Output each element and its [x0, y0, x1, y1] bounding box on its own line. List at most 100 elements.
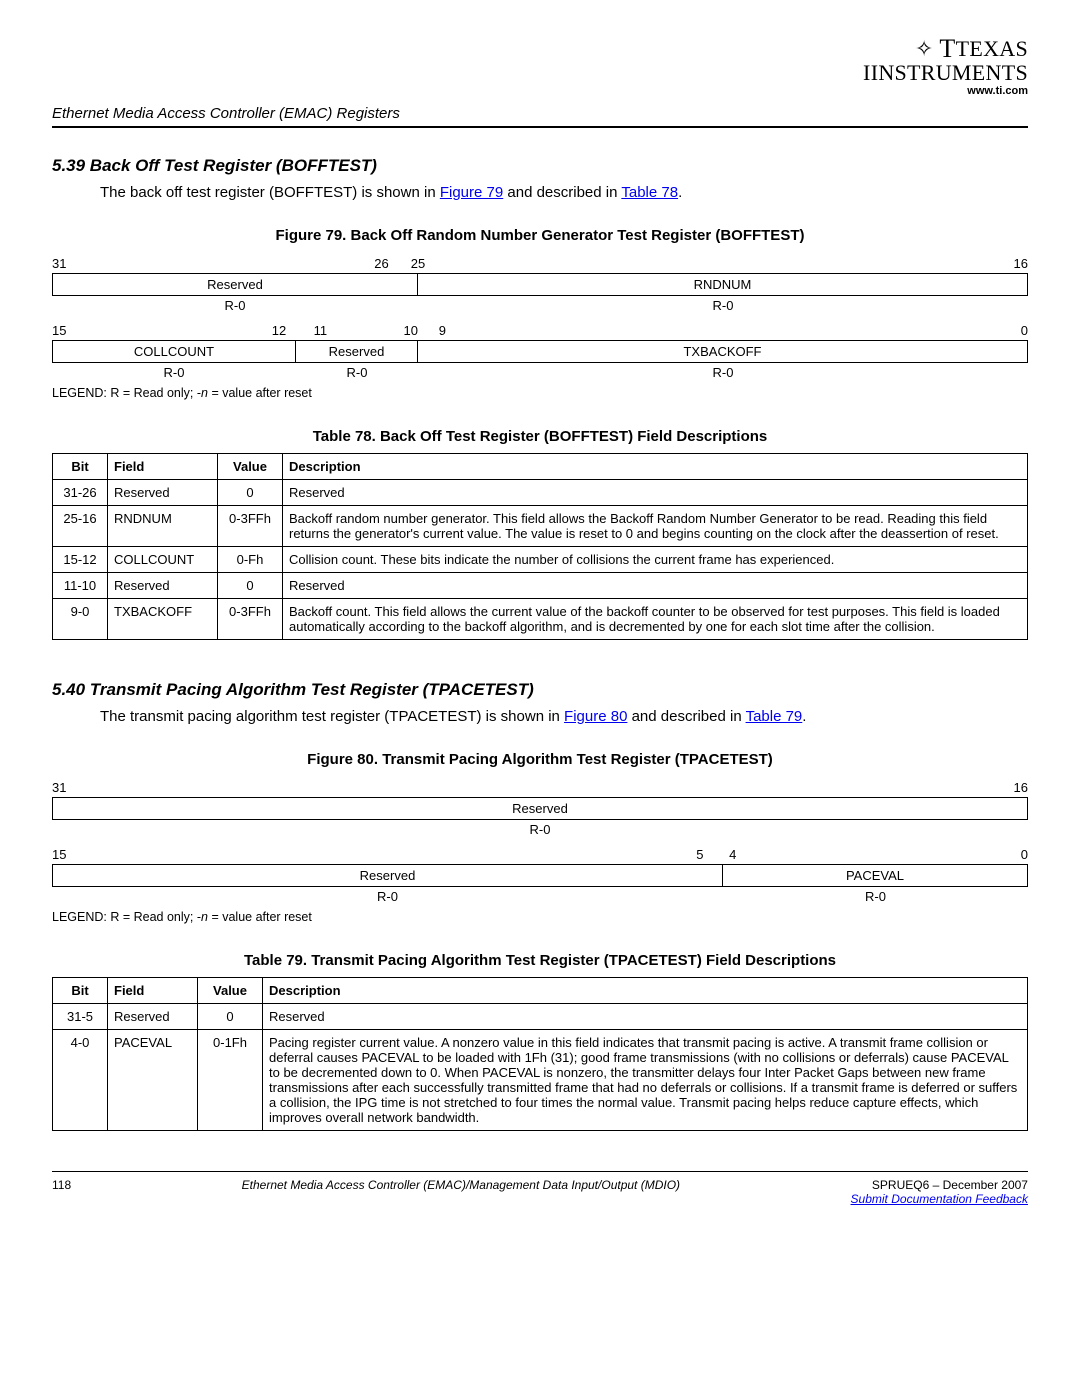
cell-desc: Backoff random number generator. This fi… — [283, 506, 1028, 547]
body-text: . — [678, 184, 682, 201]
field-txbackoff: TXBACKOFF — [418, 340, 1028, 363]
doc-section-title: Ethernet Media Access Controller (EMAC) … — [52, 105, 1028, 128]
bit-label: 12 — [81, 321, 286, 340]
table-row: 31-26 Reserved 0 Reserved — [53, 480, 1028, 506]
bit-label: 16 — [447, 254, 1028, 273]
field-reserved: Reserved — [52, 273, 418, 296]
bit-label: 15 — [52, 321, 81, 340]
field-row: Reserved — [52, 797, 1028, 820]
feedback-link[interactable]: Submit Documentation Feedback — [851, 1192, 1028, 1206]
body-text: . — [802, 708, 806, 725]
cell-value: 0-3FFh — [218, 599, 283, 640]
cell-desc: Reserved — [263, 1004, 1028, 1030]
cell-value: 0 — [218, 573, 283, 599]
bit-label: 4 — [703, 845, 762, 864]
bit-label: 16 — [81, 778, 1028, 797]
figure-link[interactable]: Figure 80 — [564, 708, 627, 725]
bit-label: 0 — [467, 321, 1028, 340]
cell-value: 0-Fh — [218, 547, 283, 573]
field-row: Reserved PACEVAL — [52, 864, 1028, 887]
section-5-39: 5.39 Back Off Test Register (BOFFTEST) T… — [52, 156, 1028, 640]
cell-field: RNDNUM — [108, 506, 218, 547]
table-link[interactable]: Table 78 — [621, 184, 678, 201]
table-link[interactable]: Table 79 — [746, 708, 803, 725]
cell-field: COLLCOUNT — [108, 547, 218, 573]
col-value: Value — [218, 454, 283, 480]
cell-field: Reserved — [108, 480, 218, 506]
section-heading: 5.39 Back Off Test Register (BOFFTEST) — [52, 156, 1028, 176]
field-reserved: Reserved — [296, 340, 418, 363]
bit-label: 26 — [81, 254, 388, 273]
register-legend: LEGEND: R = Read only; -n = value after … — [52, 386, 1028, 400]
body-text: and described in — [627, 708, 745, 725]
col-bit: Bit — [53, 454, 108, 480]
figure-link[interactable]: Figure 79 — [440, 184, 503, 201]
bit-label: 25 — [389, 254, 448, 273]
col-desc: Description — [263, 978, 1028, 1004]
page-footer: 118 Ethernet Media Access Controller (EM… — [52, 1171, 1028, 1206]
body-text: The back off test register (BOFFTEST) is… — [100, 184, 440, 201]
field-row: Reserved RNDNUM — [52, 273, 1028, 296]
page-header: ✧ TTEXAS IINSTRUMENTS www.ti.com — [52, 36, 1028, 97]
attr-row: R-0 R-0 R-0 — [52, 363, 1028, 382]
cell-desc: Reserved — [283, 480, 1028, 506]
table-row: 4-0 PACEVAL 0-1Fh Pacing register curren… — [53, 1030, 1028, 1131]
body-text: and described in — [503, 184, 621, 201]
doc-id: SPRUEQ6 – December 2007 — [851, 1178, 1028, 1192]
cell-desc: Reserved — [283, 573, 1028, 599]
attr-label: R-0 — [418, 296, 1028, 315]
col-desc: Description — [283, 454, 1028, 480]
field-reserved: Reserved — [52, 797, 1028, 820]
field-collcount: COLLCOUNT — [52, 340, 296, 363]
cell-bit: 25-16 — [53, 506, 108, 547]
section-5-40: 5.40 Transmit Pacing Algorithm Test Regi… — [52, 680, 1028, 1131]
bit-numbers-row: 31 16 — [52, 778, 1028, 797]
cell-field: Reserved — [108, 1004, 198, 1030]
table-row: 31-5 Reserved 0 Reserved — [53, 1004, 1028, 1030]
cell-value: 0-1Fh — [198, 1030, 263, 1131]
table-bofftest-fields: Bit Field Value Description 31-26 Reserv… — [52, 453, 1028, 640]
section-body: The back off test register (BOFFTEST) is… — [100, 182, 1028, 203]
body-text: The transmit pacing algorithm test regis… — [100, 708, 564, 725]
attr-row: R-0 R-0 — [52, 296, 1028, 315]
cell-value: 0 — [218, 480, 283, 506]
table-row: 25-16 RNDNUM 0-3FFh Backoff random numbe… — [53, 506, 1028, 547]
col-value: Value — [198, 978, 263, 1004]
footer-right: SPRUEQ6 – December 2007 Submit Documenta… — [851, 1178, 1028, 1206]
page-number: 118 — [52, 1178, 71, 1206]
logo-line2: IINSTRUMENTS — [863, 62, 1028, 84]
cell-desc: Backoff count. This field allows the cur… — [283, 599, 1028, 640]
logo-mark-icon: ✧ — [915, 36, 940, 61]
col-bit: Bit — [53, 978, 108, 1004]
section-body: The transmit pacing algorithm test regis… — [100, 706, 1028, 727]
logo-line1: ✧ TTEXAS — [863, 36, 1028, 62]
table-title: Table 78. Back Off Test Register (BOFFTE… — [52, 428, 1028, 445]
cell-value: 0 — [198, 1004, 263, 1030]
field-rndnum: RNDNUM — [418, 273, 1028, 296]
attr-row: R-0 R-0 — [52, 887, 1028, 906]
footer-title: Ethernet Media Access Controller (EMAC)/… — [242, 1178, 680, 1206]
figure-title: Figure 80. Transmit Pacing Algorithm Tes… — [52, 751, 1028, 768]
legend-n: n — [201, 386, 208, 400]
attr-row: R-0 — [52, 820, 1028, 839]
legend-text: LEGEND: R = Read only; - — [52, 386, 201, 400]
cell-desc: Collision count. These bits indicate the… — [283, 547, 1028, 573]
cell-bit: 31-26 — [53, 480, 108, 506]
attr-label: R-0 — [296, 363, 418, 382]
register-legend: LEGEND: R = Read only; -n = value after … — [52, 910, 1028, 924]
table-row: 11-10 Reserved 0 Reserved — [53, 573, 1028, 599]
cell-bit: 15-12 — [53, 547, 108, 573]
table-title: Table 79. Transmit Pacing Algorithm Test… — [52, 952, 1028, 969]
col-field: Field — [108, 454, 218, 480]
table-header-row: Bit Field Value Description — [53, 978, 1028, 1004]
attr-label: R-0 — [52, 296, 418, 315]
cell-field: Reserved — [108, 573, 218, 599]
legend-text: = value after reset — [208, 910, 312, 924]
register-diagram-tpacetest: 31 16 Reserved R-0 15 5 4 0 Reserved PAC… — [52, 778, 1028, 906]
field-reserved: Reserved — [52, 864, 723, 887]
bit-label: 0 — [762, 845, 1028, 864]
bit-numbers-row: 15 12 11 10 9 0 — [52, 321, 1028, 340]
field-row: COLLCOUNT Reserved TXBACKOFF — [52, 340, 1028, 363]
bit-numbers-row: 15 5 4 0 — [52, 845, 1028, 864]
table-row: 9-0 TXBACKOFF 0-3FFh Backoff count. This… — [53, 599, 1028, 640]
